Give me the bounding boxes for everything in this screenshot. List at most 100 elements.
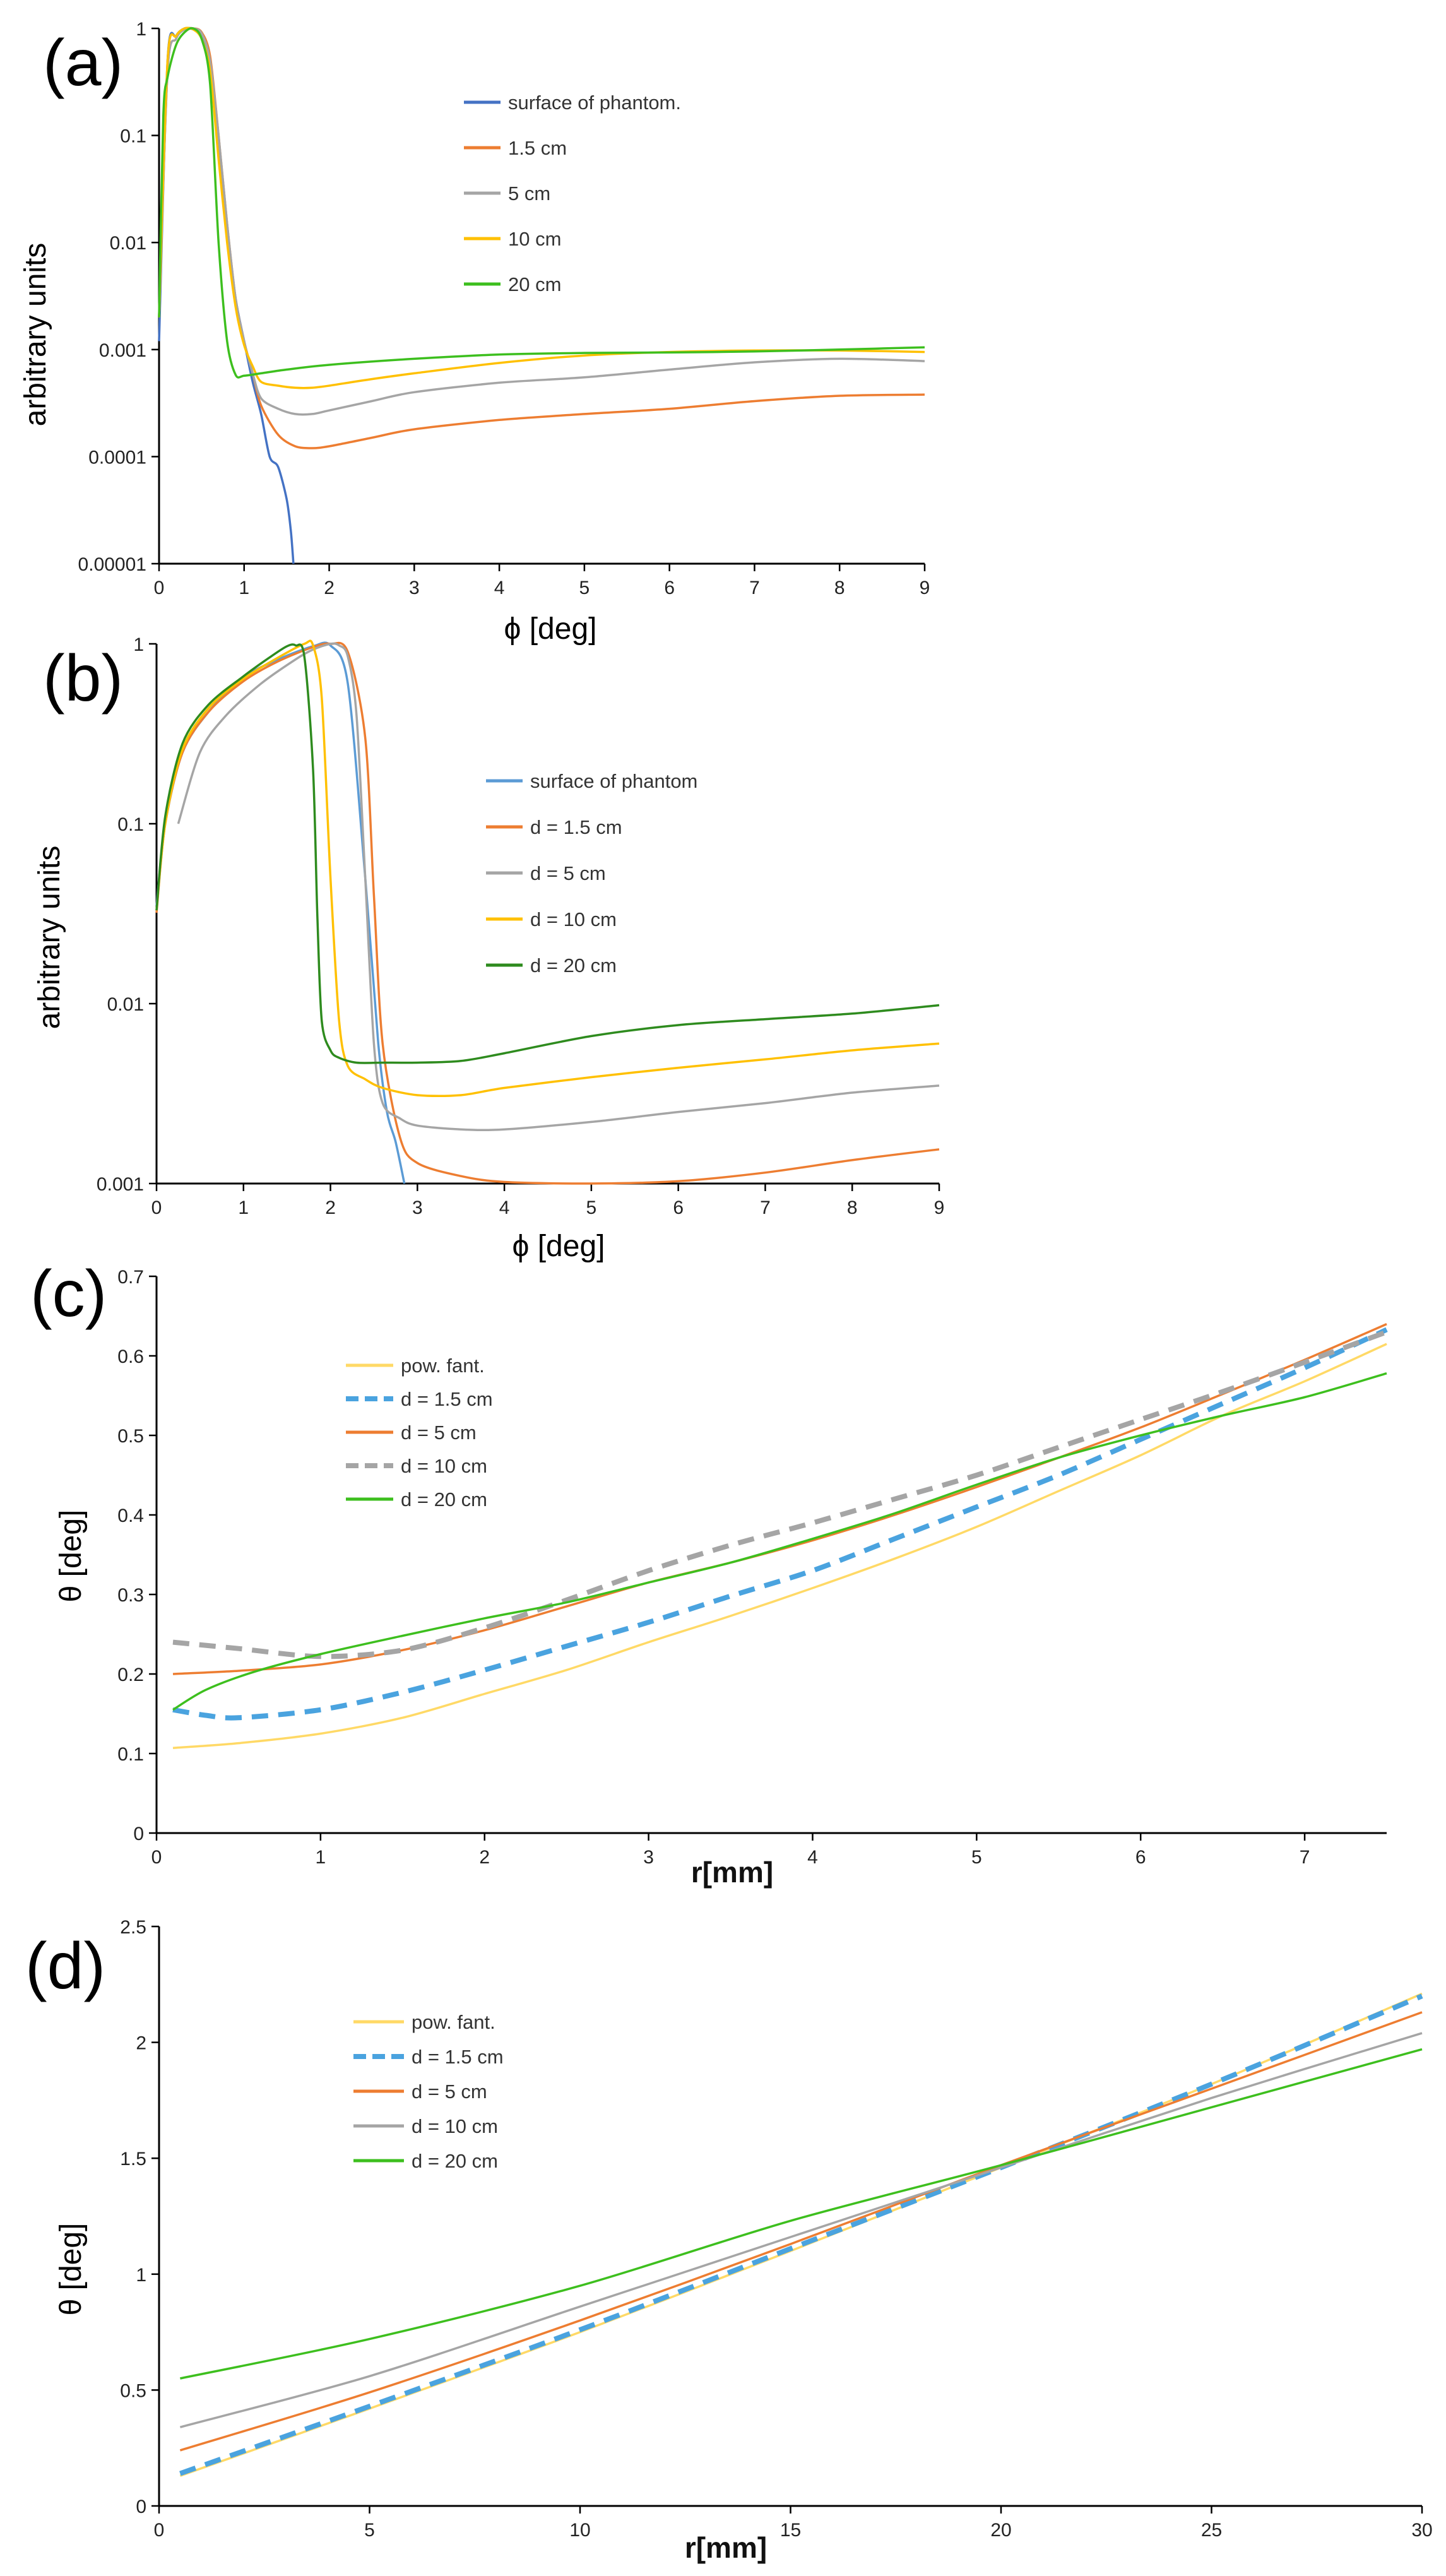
panel-c-y-tick-label: 0.1	[117, 1744, 144, 1765]
panel-b-y-tick-label: 1	[133, 634, 144, 655]
panel-a-x-tick-label: 2	[324, 578, 335, 598]
panel-d-x-tick-label: 10	[569, 2520, 590, 2541]
panel-c-legend-label: pow. fant.	[401, 1355, 485, 1377]
panel-a-x-tick-label: 5	[579, 578, 590, 598]
panel-c-y-tick-label: 0.7	[117, 1267, 144, 1288]
panel-a-legend-label: 20 cm	[508, 273, 561, 295]
panel-c-y-tick-label: 0.2	[117, 1665, 144, 1685]
panel-c-y-tick-label: 0.6	[117, 1346, 144, 1367]
panel-b-x-axis-title: ϕ [deg]	[513, 1230, 605, 1263]
panel-d-y-tick-label: 2.5	[120, 1917, 146, 1938]
panel-b-x-tick-label: 6	[673, 1197, 684, 1218]
panel-d-y-tick-label: 1.5	[120, 2149, 146, 2169]
panel-a-legend-label: 1.5 cm	[508, 137, 567, 159]
panel-a-x-tick-label: 4	[494, 578, 505, 598]
panel-b-series-line-d-5-cm	[177, 642, 940, 1131]
panel-a-x-axis-title: ϕ [deg]	[504, 612, 597, 646]
panel-c-plot: 0 1 2 3 4 5 6 7 0 0.1 0.2 0.3 0.4 0.5 0.6 0.7	[117, 1267, 1388, 1868]
panel-c-x-tick-label: 5	[971, 1847, 982, 1868]
panel-c: (c) θ [deg] r[mm] 0 1 2 3 4 5 6 700.10.20.30.40…	[30, 1257, 1388, 1889]
panel-b-y-axis-title: arbitrary units	[33, 846, 66, 1030]
panel-c-x-tick-label: 7	[1300, 1847, 1310, 1868]
panel-b-x-tick-label: 5	[586, 1197, 597, 1218]
panel-a-y-tick-label: 0.0001	[88, 447, 146, 468]
panel-d-series-line-d-5-cm	[179, 2011, 1423, 2452]
panel-a-series-line-20-cm	[158, 27, 925, 379]
panel-b-legend-label: surface of phantom	[530, 770, 697, 792]
panel-d-x-tick-label: 30	[1411, 2520, 1432, 2541]
panel-c-series-line-d-10-cm	[172, 1329, 1388, 1659]
panel-b-x-tick-label: 8	[847, 1197, 858, 1218]
panel-a-legend-label: 5 cm	[508, 182, 550, 205]
panel-b-y-tick-label: 0.001	[97, 1174, 144, 1195]
panel-c-legend-label: d = 10 cm	[401, 1455, 487, 1477]
panel-a-x-tick-label: 8	[834, 578, 845, 598]
panel-b-plot: 0 1 2 3 4 5 6 7 8 9 0.001 0.01 0.1 1	[97, 634, 944, 1218]
panel-c-x-tick-label: 6	[1135, 1847, 1146, 1868]
panel-c-y-axis-title: θ [deg]	[54, 1510, 88, 1603]
panel-c-x-tick-label: 4	[807, 1847, 818, 1868]
panel-d-y-tick-label: 0.5	[120, 2380, 146, 2401]
panel-a-x-tick-label: 7	[749, 578, 760, 598]
panel-d-x-axis-title: r[mm]	[685, 2531, 767, 2564]
panel-a-x-tick-label: 3	[409, 578, 420, 598]
panel-d-legend: pow. fant. d = 1.5 cm d = 5 cm d = 10 cm d =…	[353, 2011, 504, 2172]
panel-a-label: (a)	[43, 27, 123, 100]
panel-b-series-line-d-10-cm	[155, 639, 940, 1098]
panel-b-y-tick-label: 0.01	[107, 994, 144, 1015]
panel-c-series-line-pow-fant	[172, 1343, 1387, 1749]
panel-a-plot: 0 1 2 3 4 5 6 7 8 9 0.00001 0.0001 0.001 0.01 0.1 1	[78, 19, 930, 598]
panel-d-legend-label: d = 20 cm	[412, 2150, 498, 2172]
panel-b-y-tick-label: 0.1	[117, 814, 144, 835]
panel-d-y-tick-label: 0	[136, 2496, 146, 2517]
panel-a-y-tick-label: 0.1	[120, 126, 146, 147]
panel-a: (a) arbitrary units ϕ [deg] 0 1 2 3 4 5 6 7 8 9 0.…	[19, 19, 930, 646]
panel-a-legend: surface of phantom. 1.5 cm 5 cm 10 cm 20 cm	[464, 92, 681, 295]
panel-d-y-axis-title: θ [deg]	[54, 2223, 88, 2316]
panel-c-series-line-d-1-5-cm	[172, 1327, 1388, 1721]
panel-b-x-tick-label: 9	[934, 1197, 945, 1218]
panel-b-x-tick-label: 3	[412, 1197, 423, 1218]
panel-a-x-tick-label: 0	[154, 578, 165, 598]
panel-b-legend-label: d = 5 cm	[530, 862, 606, 884]
panel-d: (d) θ [deg] r[mm] 0 5 10 15 20 25 30 0 0.5 1 1.5 2 2…	[25, 1917, 1433, 2564]
panel-c-label: (c)	[30, 1257, 107, 1331]
panel-d-series-line-d-20-cm	[180, 2048, 1423, 2380]
panel-a-y-tick-label: 0.001	[99, 340, 146, 361]
panel-b: (b) arbitrary units ϕ [deg] 0 1 2 3 4 5 6 7 8 9 0.…	[33, 634, 944, 1263]
panel-b-legend-label: d = 10 cm	[530, 908, 617, 930]
panel-a-y-tick-label: 1	[136, 19, 146, 40]
panel-c-y-tick-label: 0.3	[117, 1585, 144, 1606]
panel-d-x-tick-label: 5	[364, 2520, 375, 2541]
panel-c-x-tick-label: 3	[643, 1847, 654, 1868]
panel-c-legend-label: d = 5 cm	[401, 1422, 477, 1444]
panel-d-legend-label: pow. fant.	[412, 2011, 495, 2033]
panel-c-x-tick-label: 1	[316, 1847, 326, 1868]
panel-b-x-tick-label: 0	[151, 1197, 162, 1218]
panel-c-legend: pow. fant. d = 1.5 cm d = 5 cm d = 10 cm d =…	[346, 1355, 493, 1511]
panel-b-series-line-d-1-5-cm	[155, 641, 940, 1185]
panel-d-y-tick-label: 1	[136, 2265, 146, 2286]
panel-c-y-tick-label: 0.5	[117, 1426, 144, 1447]
panel-d-legend-label: d = 5 cm	[412, 2080, 487, 2103]
panel-c-legend-label: d = 1.5 cm	[401, 1388, 493, 1410]
panel-d-x-tick-label: 15	[780, 2520, 801, 2541]
panel-b-series-line-d-20-cm	[155, 643, 940, 1064]
panel-a-legend-label: 10 cm	[508, 228, 561, 250]
panel-b-x-tick-label: 4	[499, 1197, 510, 1218]
panel-a-y-tick-label: 0.01	[110, 233, 146, 254]
panel-d-y-tick-label: 2	[136, 2033, 146, 2054]
panel-a-legend-label: surface of phantom.	[508, 92, 681, 114]
panel-d-legend-label: d = 10 cm	[412, 2115, 498, 2137]
panel-c-y-tick-label: 0	[133, 1824, 144, 1844]
panel-c-x-tick-label: 0	[151, 1847, 162, 1868]
panel-b-x-tick-label: 2	[325, 1197, 336, 1218]
panel-c-x-tick-label: 2	[479, 1847, 490, 1868]
panel-a-y-axis-title: arbitrary units	[19, 243, 52, 427]
panel-a-x-tick-label: 1	[239, 578, 249, 598]
panel-c-series-line-d-20-cm	[172, 1372, 1387, 1711]
panel-a-x-tick-label: 9	[920, 578, 930, 598]
panel-a-x-tick-label: 6	[664, 578, 675, 598]
